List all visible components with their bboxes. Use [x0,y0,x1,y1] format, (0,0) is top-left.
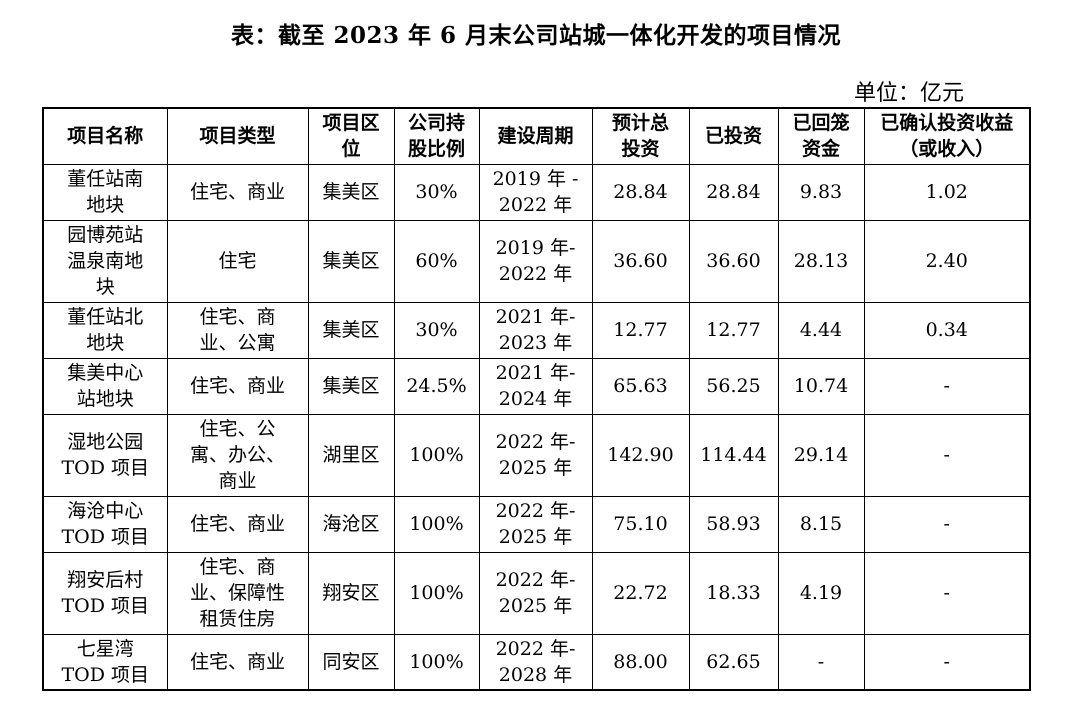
cell-district: 集美区 [307,357,395,415]
header-invested: 已投资 [688,107,779,165]
cell-shareholding: 30% [393,163,480,221]
cell-district: 同安区 [307,633,395,691]
table-row: 董任站南 地块 住宅、商业 集美区 30% 2019 年 - 2022 年 28… [42,163,1031,221]
cell-period: 2021 年- 2024 年 [478,357,593,415]
cell-period: 2022 年- 2025 年 [478,551,593,635]
header-shareholding: 公司持 股比例 [393,107,480,165]
cell-shareholding: 60% [393,219,480,303]
cell-planned-investment: 88.00 [591,633,690,691]
cell-planned-investment: 22.72 [591,551,690,635]
cell-district: 集美区 [307,219,395,303]
cell-shareholding: 100% [393,633,480,691]
cell-recovered: 4.44 [777,301,865,359]
cell-invested: 114.44 [688,413,779,497]
cell-invested: 18.33 [688,551,779,635]
table-row: 七星湾 TOD 项目 住宅、商业 同安区 100% 2022 年- 2028 年… [42,633,1031,691]
cell-recovered: 29.14 [777,413,865,497]
cell-shareholding: 100% [393,413,480,497]
document-title: 表：截至 2023 年 6 月末公司站城一体化开发的项目情况 [230,22,842,49]
cell-shareholding: 100% [393,495,480,553]
cell-recovered: 10.74 [777,357,865,415]
header-planned-investment: 预计总 投资 [591,107,690,165]
cell-income: 1.02 [863,163,1031,221]
cell-district: 集美区 [307,301,395,359]
project-table: 项目名称 项目类型 项目区 位 公司持 股比例 建设周期 预计总 投资 已投资 … [42,107,1031,691]
cell-project-name: 董任站北 地块 [42,301,168,359]
cell-recovered: - [777,633,865,691]
cell-period: 2021 年- 2023 年 [478,301,593,359]
cell-planned-investment: 36.60 [591,219,690,303]
cell-invested: 12.77 [688,301,779,359]
table-row: 集美中心 站地块 住宅、商业 集美区 24.5% 2021 年- 2024 年 … [42,357,1031,415]
cell-income: 2.40 [863,219,1031,303]
cell-period: 2022 年- 2025 年 [478,495,593,553]
cell-project-type: 住宅、商业 [166,163,309,221]
cell-recovered: 4.19 [777,551,865,635]
cell-shareholding: 24.5% [393,357,480,415]
cell-shareholding: 30% [393,301,480,359]
header-project-type: 项目类型 [166,107,309,165]
cell-income: - [863,357,1031,415]
cell-period: 2022 年- 2025 年 [478,413,593,497]
cell-project-type: 住宅、公 寓、办公、 商业 [166,413,309,497]
header-recovered-funds: 已回笼 资金 [777,107,865,165]
cell-project-name: 翔安后村 TOD 项目 [42,551,168,635]
cell-period: 2019 年 - 2022 年 [478,163,593,221]
cell-project-name: 海沧中心 TOD 项目 [42,495,168,553]
cell-planned-investment: 12.77 [591,301,690,359]
cell-project-type: 住宅 [166,219,309,303]
cell-project-type: 住宅、商业 [166,357,309,415]
table-row: 海沧中心 TOD 项目 住宅、商业 海沧区 100% 2022 年- 2025 … [42,495,1031,553]
cell-project-name: 湿地公园 TOD 项目 [42,413,168,497]
cell-project-name: 七星湾 TOD 项目 [42,633,168,691]
cell-recovered: 8.15 [777,495,865,553]
cell-income: - [863,495,1031,553]
cell-project-name: 园博苑站 温泉南地 块 [42,219,168,303]
header-project-name: 项目名称 [42,107,168,165]
cell-planned-investment: 75.10 [591,495,690,553]
table-row: 湿地公园 TOD 项目 住宅、公 寓、办公、 商业 湖里区 100% 2022 … [42,413,1031,497]
cell-planned-investment: 142.90 [591,413,690,497]
unit-label: 单位：亿元 [853,81,964,106]
cell-income: 0.34 [863,301,1031,359]
header-recognized-income: 已确认投资收益 （或收入） [863,107,1031,165]
cell-planned-investment: 28.84 [591,163,690,221]
cell-shareholding: 100% [393,551,480,635]
header-construction-period: 建设周期 [478,107,593,165]
table-row: 翔安后村 TOD 项目 住宅、商 业、保障性 租赁住房 翔安区 100% 202… [42,551,1031,635]
cell-income: - [863,413,1031,497]
cell-district: 翔安区 [307,551,395,635]
cell-project-type: 住宅、商 业、公寓 [166,301,309,359]
cell-invested: 36.60 [688,219,779,303]
cell-recovered: 9.83 [777,163,865,221]
cell-district: 集美区 [307,163,395,221]
cell-recovered: 28.13 [777,219,865,303]
cell-invested: 58.93 [688,495,779,553]
cell-project-type: 住宅、商业 [166,633,309,691]
header-project-district: 项目区 位 [307,107,395,165]
table-header-row: 项目名称 项目类型 项目区 位 公司持 股比例 建设周期 预计总 投资 已投资 … [42,107,1031,165]
cell-district: 海沧区 [307,495,395,553]
cell-period: 2022 年- 2028 年 [478,633,593,691]
cell-invested: 62.65 [688,633,779,691]
cell-planned-investment: 65.63 [591,357,690,415]
cell-project-name: 董任站南 地块 [42,163,168,221]
cell-period: 2019 年- 2022 年 [478,219,593,303]
cell-project-type: 住宅、商业 [166,495,309,553]
cell-invested: 28.84 [688,163,779,221]
cell-project-type: 住宅、商 业、保障性 租赁住房 [166,551,309,635]
table-row: 园博苑站 温泉南地 块 住宅 集美区 60% 2019 年- 2022 年 36… [42,219,1031,303]
cell-project-name: 集美中心 站地块 [42,357,168,415]
cell-income: - [863,633,1031,691]
cell-income: - [863,551,1031,635]
cell-invested: 56.25 [688,357,779,415]
table-row: 董任站北 地块 住宅、商 业、公寓 集美区 30% 2021 年- 2023 年… [42,301,1031,359]
cell-district: 湖里区 [307,413,395,497]
